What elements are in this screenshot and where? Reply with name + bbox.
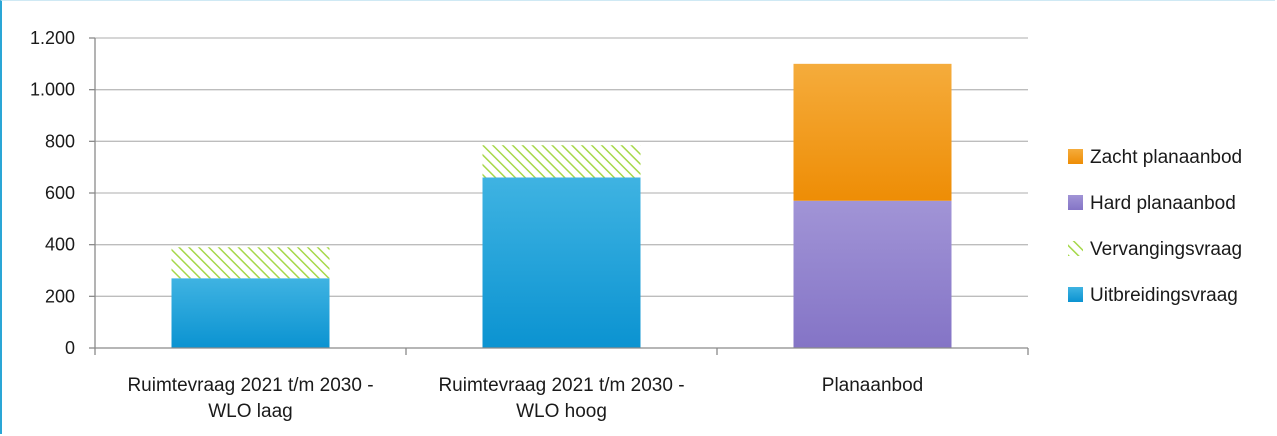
- y-tick-label: 200: [45, 286, 75, 306]
- y-tick-label: 600: [45, 183, 75, 203]
- x-category-label: WLO hoog: [516, 401, 607, 422]
- legend-label: Zacht planaanbod: [1090, 147, 1242, 168]
- y-tick-label: 400: [45, 235, 75, 255]
- bar-segment-uitbreidingsvraag: [482, 177, 641, 348]
- x-category-label: Ruimtevraag 2021 t/m 2030 -: [438, 375, 684, 396]
- axes: [89, 37, 1029, 355]
- y-tick-label: 0: [65, 338, 75, 358]
- bar-segment-zacht-planaanbod: [793, 63, 952, 201]
- legend-label: Hard planaanbod: [1090, 193, 1236, 214]
- legend-label: Vervangingsvraag: [1090, 239, 1242, 260]
- legend-label: Uitbreidingsvraag: [1090, 285, 1238, 306]
- legend-swatch: [1068, 149, 1083, 164]
- bar-segment-hard-planaanbod: [793, 200, 952, 348]
- labels: 0 200 400 600 800 1.000 1.200 Ruimtevraag 2021 …: [30, 28, 923, 422]
- bars: [171, 63, 952, 348]
- y-tick-label: 1.000: [30, 80, 75, 100]
- legend-swatch: [1068, 287, 1083, 302]
- bar-segment-vervangingsvraag: [482, 145, 641, 178]
- y-tick-label: 1.200: [30, 28, 75, 48]
- legend-swatch: [1068, 195, 1083, 210]
- bar-segment-uitbreidingsvraag: [171, 278, 330, 348]
- x-category-label: Planaanbod: [822, 375, 923, 396]
- y-tick-label: 800: [45, 131, 75, 151]
- x-category-label: WLO laag: [208, 401, 292, 422]
- legend-swatch: [1068, 241, 1083, 256]
- bar-segment-vervangingsvraag: [171, 247, 330, 279]
- x-category-label: Ruimtevraag 2021 t/m 2030 -: [127, 375, 373, 396]
- legend: Zacht planaanbod Hard planaanbod Vervangin…: [1068, 147, 1242, 306]
